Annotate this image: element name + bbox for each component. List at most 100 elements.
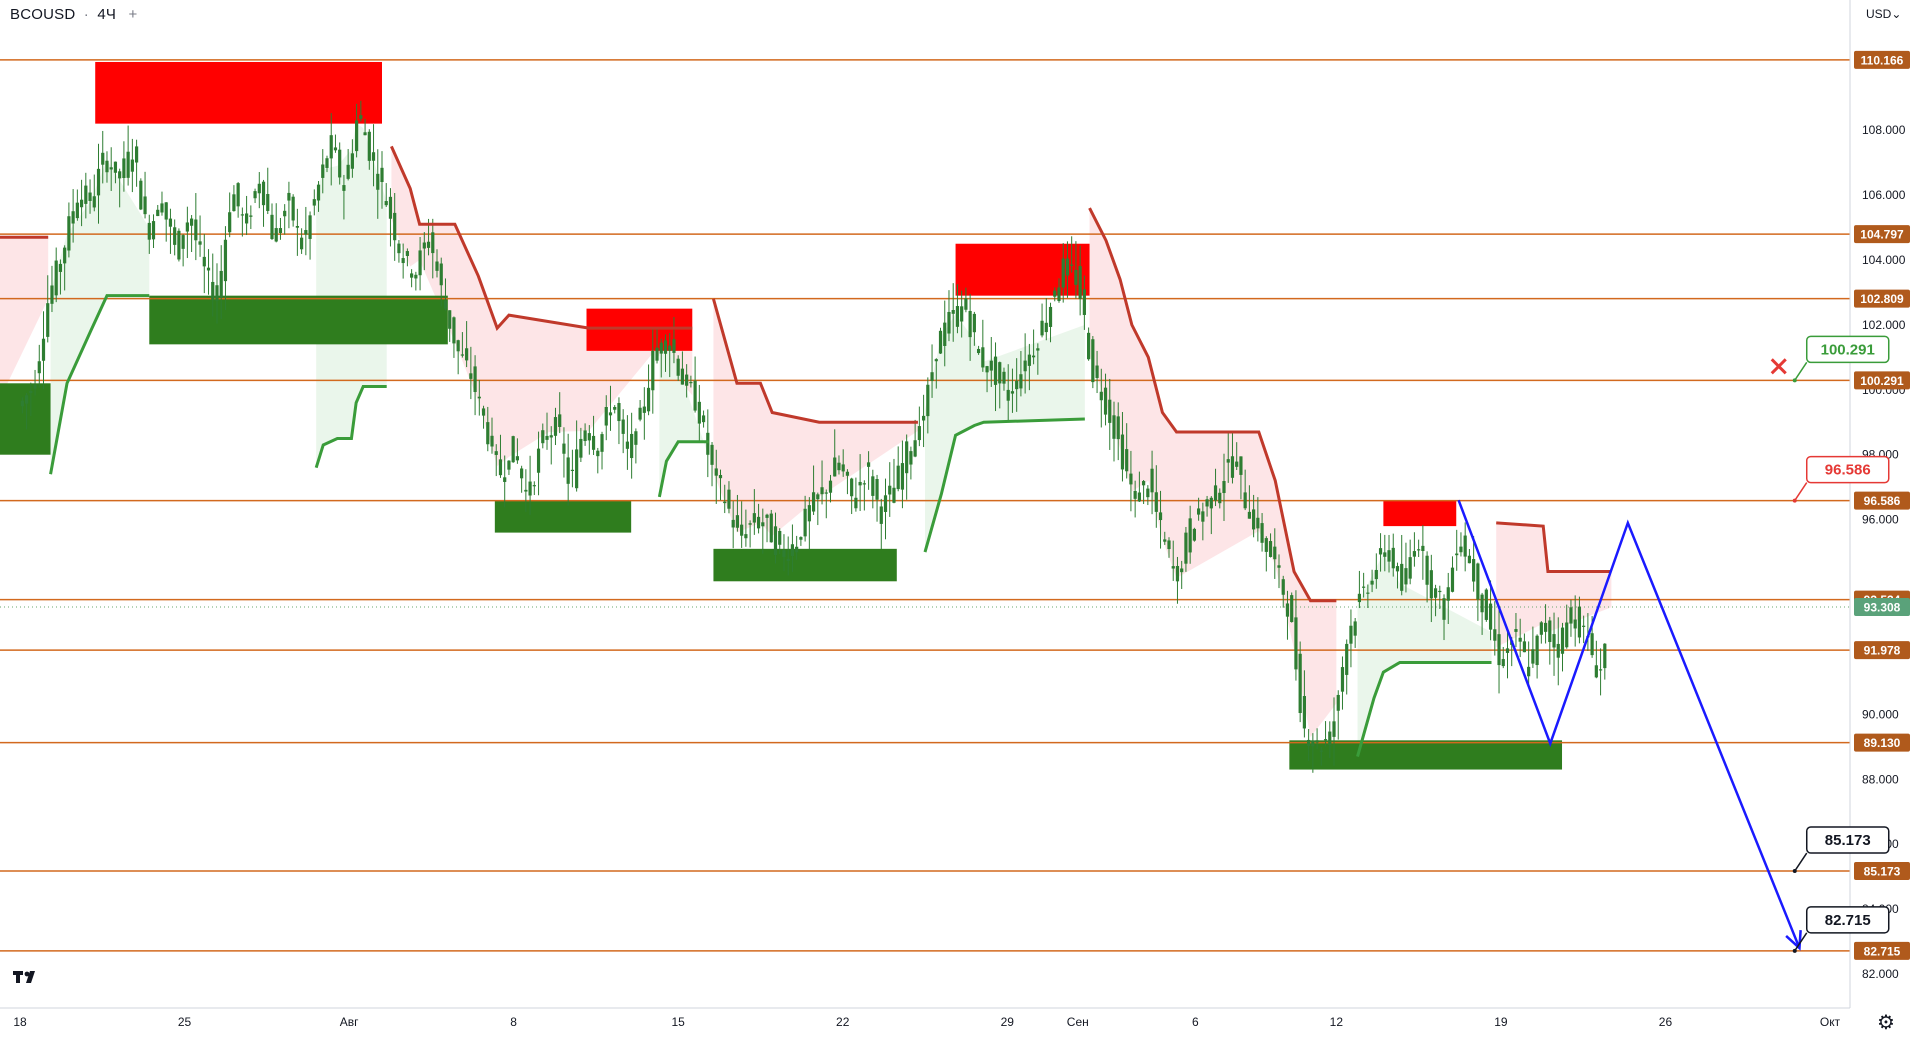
candle-body — [1226, 459, 1230, 463]
candle-body — [1535, 635, 1539, 666]
candle-body — [435, 261, 439, 271]
downtrend-fill — [1089, 208, 1337, 738]
candle-body — [663, 340, 668, 354]
candle-body — [1391, 547, 1395, 569]
candle-body — [778, 530, 782, 545]
resistance-zone — [95, 61, 383, 124]
candle-body — [545, 435, 549, 440]
forecast — [1457, 499, 1802, 951]
candle-body — [761, 522, 765, 527]
x-tick-label: 25 — [178, 1015, 192, 1029]
symbol-title[interactable]: BCOUSD · 4Ч + — [10, 6, 137, 23]
trend-fills — [0, 123, 1612, 757]
candle-body — [1277, 565, 1281, 568]
candle-body — [1125, 449, 1129, 472]
candle-body — [50, 285, 54, 304]
support-zone — [494, 500, 632, 533]
candle-body — [1590, 633, 1594, 656]
candle-body — [486, 422, 490, 445]
candle-body — [198, 241, 202, 245]
candle-body — [240, 214, 244, 216]
candle-body — [1239, 456, 1243, 475]
candle-body — [921, 415, 926, 421]
candle-body — [591, 435, 596, 450]
candle-body — [443, 300, 448, 309]
candle-body — [456, 340, 460, 352]
current-price-label: 93.308 — [1864, 600, 1901, 614]
candle-body — [1103, 387, 1108, 415]
x-tick-label: 6 — [1192, 1015, 1199, 1029]
candle-body — [786, 558, 790, 562]
candle-body — [46, 303, 50, 337]
levels — [0, 59, 1850, 952]
candle-body — [1201, 511, 1205, 522]
candle-body — [189, 218, 194, 226]
candle-body — [617, 403, 621, 422]
current-price-label-bg — [1854, 597, 1910, 616]
callouts: 100.291 96.586 85.173 82.715 — [1770, 335, 1890, 953]
timeframe-label[interactable]: 4Ч — [97, 6, 117, 23]
candle-body — [1015, 380, 1019, 390]
candle-body — [1209, 497, 1213, 509]
candle-body — [701, 415, 706, 423]
candle-body — [875, 479, 879, 500]
candle-body — [418, 250, 422, 276]
candle-body — [33, 384, 37, 389]
candle-body — [1175, 565, 1180, 582]
downtrend-line — [1496, 521, 1612, 574]
candle-body — [1577, 606, 1582, 638]
candle-body — [989, 360, 993, 371]
add-symbol-button[interactable]: + — [128, 6, 138, 23]
candle-body — [706, 432, 710, 455]
candle-body — [498, 459, 503, 476]
candle-body — [909, 451, 913, 465]
candle-body — [541, 430, 545, 444]
x-tick-label: 18 — [13, 1015, 27, 1029]
candle-body — [625, 441, 630, 449]
candle-body — [1087, 332, 1091, 360]
candle-body — [558, 414, 562, 427]
currency-selector[interactable]: USD⌄ — [1866, 7, 1901, 21]
candle-body — [215, 285, 219, 301]
support-zone — [1289, 740, 1563, 770]
candle-body — [845, 471, 850, 476]
candle-body — [854, 497, 858, 509]
candle-body — [1370, 580, 1374, 585]
uptrend-fill — [50, 159, 150, 475]
candle-body — [367, 131, 371, 161]
candle-body — [790, 544, 795, 557]
candle-body — [782, 550, 786, 557]
uptrend-fill — [659, 340, 709, 497]
candle-body — [998, 362, 1002, 384]
candle-body — [1556, 643, 1560, 658]
candle-body — [329, 135, 333, 159]
callout-anchor — [1792, 948, 1797, 953]
candle-body — [1294, 617, 1298, 670]
candle-body — [1205, 499, 1209, 507]
resistance-zone — [955, 243, 1090, 296]
candle-body — [799, 537, 803, 540]
downtrend-fill — [713, 298, 918, 536]
candle-body — [566, 457, 570, 484]
title-separator: · — [83, 6, 89, 23]
candle-body — [253, 191, 257, 199]
candle-body — [1349, 625, 1353, 644]
tradingview-logo-icon[interactable] — [12, 968, 44, 988]
candle-body — [765, 514, 769, 518]
candle-body — [1230, 456, 1235, 478]
candle-body — [105, 160, 109, 173]
candle-body — [469, 373, 473, 379]
candle-body — [735, 515, 740, 528]
candle-body — [266, 194, 270, 211]
candle-body — [1006, 389, 1010, 401]
candle-body — [1476, 563, 1480, 600]
gear-icon[interactable]: ⚙ — [1877, 1012, 1895, 1034]
candle-body — [1472, 559, 1476, 582]
candle-body — [92, 196, 96, 208]
candle-body — [228, 212, 232, 233]
candle-body — [520, 468, 524, 479]
candle-body — [410, 273, 414, 278]
candle-body — [1552, 634, 1556, 648]
